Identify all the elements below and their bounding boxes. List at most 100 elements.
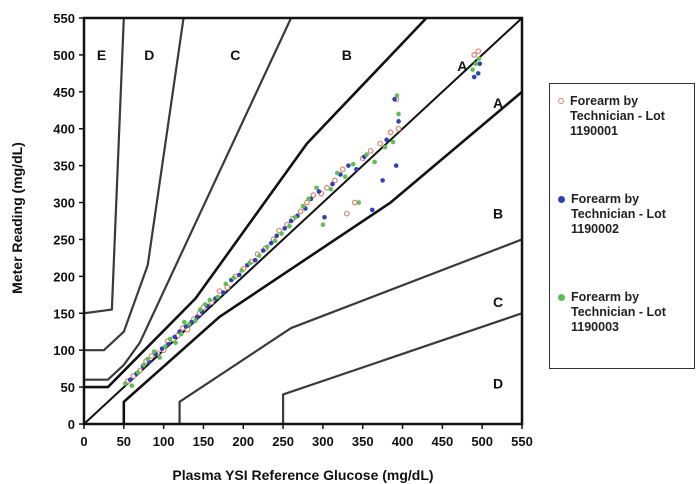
data-point-series-3: [279, 231, 284, 236]
legend: Forearm by Technician - Lot 1190001 Fore…: [549, 83, 695, 369]
data-point-series-3: [182, 319, 187, 325]
zone-boundary-line: [178, 238, 522, 424]
data-point-series-2: [346, 163, 351, 168]
zone-boundary-line: [84, 18, 428, 389]
data-point-series-3: [193, 318, 198, 323]
data-point-series-2: [236, 272, 242, 278]
x-tick-label: 500: [471, 434, 493, 449]
plot-area: [84, 18, 522, 424]
data-point-series-3: [396, 111, 401, 117]
zone-label-a: A: [493, 95, 503, 111]
data-point-series-3: [264, 244, 270, 250]
data-point-series-3: [197, 307, 203, 312]
data-point-series-2: [288, 218, 294, 224]
zone-boundary-line: [122, 90, 522, 424]
x-tick-label: 250: [272, 434, 294, 449]
data-point-series-3: [239, 268, 244, 273]
data-point-series-2: [393, 163, 399, 168]
y-tick-label: 500: [53, 48, 75, 63]
legend-marker-lot-1190003: [558, 294, 565, 301]
data-point-series-2: [172, 334, 178, 340]
data-point-series-2: [127, 377, 133, 383]
data-point-series-3: [202, 302, 208, 307]
data-point-series-1: [471, 52, 478, 58]
data-point-series-2: [316, 189, 322, 194]
data-point-series-1: [351, 199, 358, 206]
zone-label-b: B: [493, 206, 503, 222]
x-tick-label: 400: [392, 434, 414, 449]
zone-label-a: A: [457, 58, 467, 74]
data-point-series-3: [223, 281, 229, 287]
zone-boundary-line: [84, 18, 125, 315]
data-point-series-3: [167, 336, 173, 342]
data-point-series-3: [247, 260, 252, 266]
data-point-series-2: [268, 240, 274, 246]
data-point-series-3: [382, 144, 388, 150]
y-tick-label: 450: [53, 85, 75, 100]
legend-item-lot-1190002: Forearm by Technician - Lot 1190002: [558, 192, 689, 237]
data-point-series-3: [157, 355, 162, 360]
legend-marker-lot-1190002: [558, 196, 565, 203]
x-tick-label: 300: [312, 434, 334, 449]
y-tick-label: 300: [53, 196, 75, 211]
zone-label-c: C: [493, 294, 503, 310]
data-point-series-2: [252, 257, 258, 263]
data-point-series-2: [260, 248, 266, 253]
data-point-series-3: [178, 331, 184, 337]
data-point-series-3: [145, 356, 151, 362]
data-point-series-3: [334, 170, 340, 176]
zone-boundary-line: [281, 312, 522, 424]
data-point-series-3: [476, 56, 482, 61]
data-point-series-3: [364, 152, 370, 157]
plot-frame: [82, 16, 524, 426]
data-point-series-3: [320, 222, 326, 227]
data-point-series-3: [342, 174, 348, 180]
data-point-series-2: [369, 207, 375, 213]
legend-label-lot-1190002: Forearm by Technician - Lot 1190002: [571, 192, 666, 236]
data-point-series-3: [256, 253, 262, 258]
y-tick-label: 200: [53, 269, 75, 284]
x-tick-label: 100: [153, 434, 175, 449]
data-point-series-1: [395, 125, 402, 132]
y-tick-label: 400: [53, 122, 75, 137]
data-point-series-3: [141, 362, 147, 368]
data-point-series-2: [194, 314, 200, 320]
data-point-series-3: [129, 383, 135, 388]
data-point-series-3: [215, 294, 221, 300]
zone-label-d: D: [493, 375, 503, 391]
data-point-series-2: [384, 137, 389, 143]
data-point-series-2: [380, 178, 385, 183]
data-point-series-3: [292, 215, 298, 220]
y-tick-label: 50: [61, 380, 75, 395]
data-point-series-3: [287, 223, 292, 229]
data-point-series-3: [394, 93, 400, 98]
x-tick-label: 200: [232, 434, 254, 449]
data-point-series-3: [272, 238, 278, 244]
y-tick-label: 0: [68, 417, 75, 432]
data-point-series-2: [221, 290, 226, 295]
data-point-series-2: [392, 96, 397, 102]
data-point-series-3: [356, 200, 362, 205]
legend-item-lot-1190003: Forearm by Technician - Lot 1190003: [558, 290, 689, 335]
zone-label-e: E: [97, 47, 106, 63]
legend-label-lot-1190001: Forearm by Technician - Lot 1190001: [570, 94, 665, 138]
zone-boundary-line: [84, 18, 185, 352]
y-axis-label: Meter Reading (mg/dL): [9, 142, 25, 294]
identity-line: [84, 18, 522, 424]
data-point-series-3: [151, 349, 157, 354]
data-point-series-1: [387, 129, 394, 136]
data-point-series-1: [367, 147, 374, 154]
data-point-series-1: [377, 140, 384, 147]
y-tick-label: 550: [53, 11, 75, 26]
zone-label-b: B: [342, 47, 352, 63]
data-point-series-2: [354, 167, 359, 172]
x-axis-label: Plasma YSI Reference Glucose (mg/dL): [172, 467, 433, 483]
data-point-series-1: [297, 208, 304, 215]
y-tick-label: 350: [53, 159, 75, 174]
data-point-series-1: [310, 192, 317, 199]
data-point-series-3: [473, 61, 479, 67]
data-point-series-3: [231, 275, 237, 281]
data-point-series-1: [339, 166, 346, 173]
data-point-series-3: [135, 370, 141, 375]
data-point-series-2: [475, 71, 481, 76]
